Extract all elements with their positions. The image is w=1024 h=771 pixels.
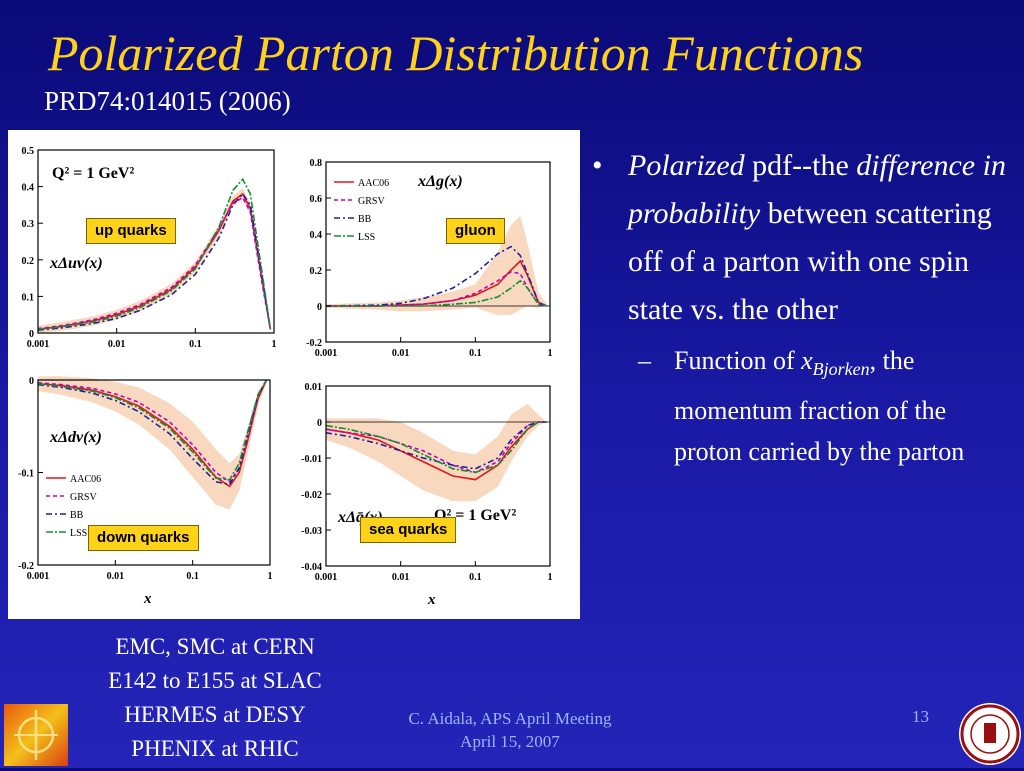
slide-number: 13 bbox=[912, 707, 929, 726]
down-y-tick-label: -0.1 bbox=[18, 469, 34, 480]
sea-x-tick-label: 1 bbox=[548, 572, 553, 583]
phenix-logo bbox=[4, 704, 68, 766]
gluon-legend-label: AAC06 bbox=[358, 178, 389, 189]
gluon-y-tick-label: 0.6 bbox=[310, 194, 323, 205]
gluon-x-tick-label: 1 bbox=[548, 348, 553, 359]
up-x-tick-label: 0.1 bbox=[189, 339, 202, 350]
university-seal-logo bbox=[959, 703, 1021, 765]
up-quarks-label: up quarks bbox=[86, 218, 176, 244]
gluon-series-lss bbox=[326, 279, 547, 307]
up-y-tick-label: 0.3 bbox=[22, 219, 35, 230]
up-q2-annotation: Q² = 1 GeV² bbox=[52, 165, 134, 182]
up-y-tick-label: 0.1 bbox=[22, 292, 35, 303]
down-x-tick-label: 0.001 bbox=[27, 571, 50, 582]
up-x-tick-label: 0.001 bbox=[27, 339, 50, 350]
experiment-item: EMC, SMC at CERN bbox=[115, 634, 315, 659]
down-x-axis-label: x bbox=[143, 591, 152, 607]
up-x-tick-label: 0.01 bbox=[108, 339, 126, 350]
sea-y-tick-label: -0.02 bbox=[301, 490, 322, 501]
gluon-x-tick-label: 0.01 bbox=[392, 348, 410, 359]
down-quarks-label: down quarks bbox=[88, 525, 199, 551]
sea-error-band bbox=[326, 404, 547, 502]
down-series-aac06 bbox=[37, 379, 268, 488]
down-series-lss bbox=[37, 379, 268, 481]
bullet-text-a: pdf--the bbox=[744, 149, 857, 182]
gluon-series-bb bbox=[325, 245, 547, 307]
down-legend-label: LSS bbox=[70, 528, 87, 539]
footer-date-line: April 15, 2007 bbox=[460, 732, 560, 751]
up-function-label: xΔuv(x) bbox=[49, 255, 103, 272]
sea-y-tick-label: -0.04 bbox=[301, 562, 322, 573]
experiment-item: PHENIX at RHIC bbox=[131, 736, 299, 761]
down-legend-label: GRSV bbox=[70, 492, 97, 503]
down-legend-label: BB bbox=[70, 510, 84, 521]
bullet-item: • Polarized pdf--the difference in proba… bbox=[592, 142, 1017, 334]
sea-x-tick-label: 0.1 bbox=[469, 572, 482, 583]
up-y-tick-label: 0.4 bbox=[22, 183, 35, 194]
down-x-tick-label: 1 bbox=[268, 571, 273, 582]
up-y-tick-label: 0.2 bbox=[22, 256, 35, 267]
gluon-y-tick-label: -0.2 bbox=[306, 338, 322, 349]
sea-quarks-label: sea quarks bbox=[360, 517, 457, 543]
down-function-label: xΔdv(x) bbox=[49, 429, 102, 446]
sea-y-tick-label: -0.01 bbox=[301, 454, 322, 465]
sea-y-tick-label: 0.01 bbox=[305, 382, 323, 393]
gluon-legend-label: LSS bbox=[358, 232, 375, 243]
down-y-tick-label: -0.2 bbox=[18, 561, 34, 572]
gluon-y-tick-label: 0.8 bbox=[310, 158, 323, 169]
sea-x-tick-label: 0.001 bbox=[315, 572, 338, 583]
experiment-item: E142 to E155 at SLAC bbox=[108, 668, 322, 693]
bullet-italic-lead: Polarized bbox=[628, 149, 745, 182]
gluon-legend-label: GRSV bbox=[358, 196, 385, 207]
sea-y-tick-label: 0 bbox=[317, 418, 322, 429]
bullet-text-b: between scattering off of a parton with … bbox=[628, 197, 992, 326]
gluon-y-tick-label: 0.4 bbox=[310, 230, 323, 241]
down-series-bb bbox=[37, 379, 268, 486]
dash-glyph: – bbox=[638, 346, 651, 375]
bullet-glyph: • bbox=[592, 149, 603, 182]
sea-x-axis-label: x bbox=[427, 592, 436, 608]
slide-title: Polarized Parton Distribution Functions bbox=[48, 25, 864, 81]
gluon-y-tick-label: 0.2 bbox=[310, 266, 323, 277]
up-x-tick-label: 1 bbox=[272, 339, 277, 350]
footer-credit: C. Aidala, APS April Meeting April 15, 2… bbox=[380, 707, 640, 753]
up-series-bb bbox=[37, 192, 272, 331]
bullet-list: • Polarized pdf--the difference in proba… bbox=[592, 142, 1017, 472]
down-x-tick-label: 0.01 bbox=[107, 571, 125, 582]
subbullet-text-a: Function of bbox=[674, 346, 802, 375]
footer-credit-line: C. Aidala, APS April Meeting bbox=[408, 709, 612, 728]
sea-series-bb bbox=[325, 421, 547, 470]
gluon-error-band bbox=[326, 216, 547, 315]
experiment-list: EMC, SMC at CERN E142 to E155 at SLAC HE… bbox=[70, 630, 360, 766]
bullet-italic-mid: difference in probability bbox=[628, 149, 1006, 230]
up-series-lss bbox=[37, 177, 272, 331]
gluon-x-tick-label: 0.1 bbox=[469, 348, 482, 359]
subbullet-text-b: , the momentum fraction of the proton ca… bbox=[674, 346, 965, 467]
sea-x-tick-label: 0.01 bbox=[392, 572, 410, 583]
up-series-grsv bbox=[37, 196, 272, 330]
down-y-tick-label: 0 bbox=[29, 376, 34, 387]
pdf-plots: 0 0.1 0.2 0.3 0.4 0.5 0.001 0.01 0.1 1 xΔuv(x) Q² =… bbox=[18, 146, 553, 608]
gluon-label: gluon bbox=[446, 218, 505, 244]
paper-reference: PRD74:014015 (2006) bbox=[44, 86, 291, 116]
gluon-plot-frame bbox=[325, 161, 551, 343]
up-y-tick-label: 0 bbox=[29, 329, 34, 340]
up-y-tick-label: 0.5 bbox=[22, 146, 35, 157]
gluon-legend-label: BB bbox=[358, 214, 372, 225]
sea-series-lss bbox=[325, 421, 547, 474]
down-x-tick-label: 0.1 bbox=[186, 571, 199, 582]
down-legend-label: AAC06 bbox=[70, 474, 101, 485]
gluon-function-label: xΔg(x) bbox=[417, 173, 463, 190]
gluon-x-tick-label: 0.001 bbox=[315, 348, 338, 359]
sea-plot-frame bbox=[325, 385, 551, 567]
up-plot-frame bbox=[37, 149, 275, 334]
x-subscript: Bjorken bbox=[812, 359, 870, 380]
subbullet-item: – Function of xBjorken, the momentum fra… bbox=[592, 340, 1017, 472]
sea-y-tick-label: -0.03 bbox=[301, 526, 322, 537]
experiment-item: HERMES at DESY bbox=[124, 702, 306, 727]
pdf-figure: 0 0.1 0.2 0.3 0.4 0.5 0.001 0.01 0.1 1 xΔuv(x) Q² =… bbox=[8, 130, 580, 619]
x-symbol: x bbox=[801, 346, 813, 375]
gluon-y-tick-label: 0 bbox=[317, 302, 322, 313]
